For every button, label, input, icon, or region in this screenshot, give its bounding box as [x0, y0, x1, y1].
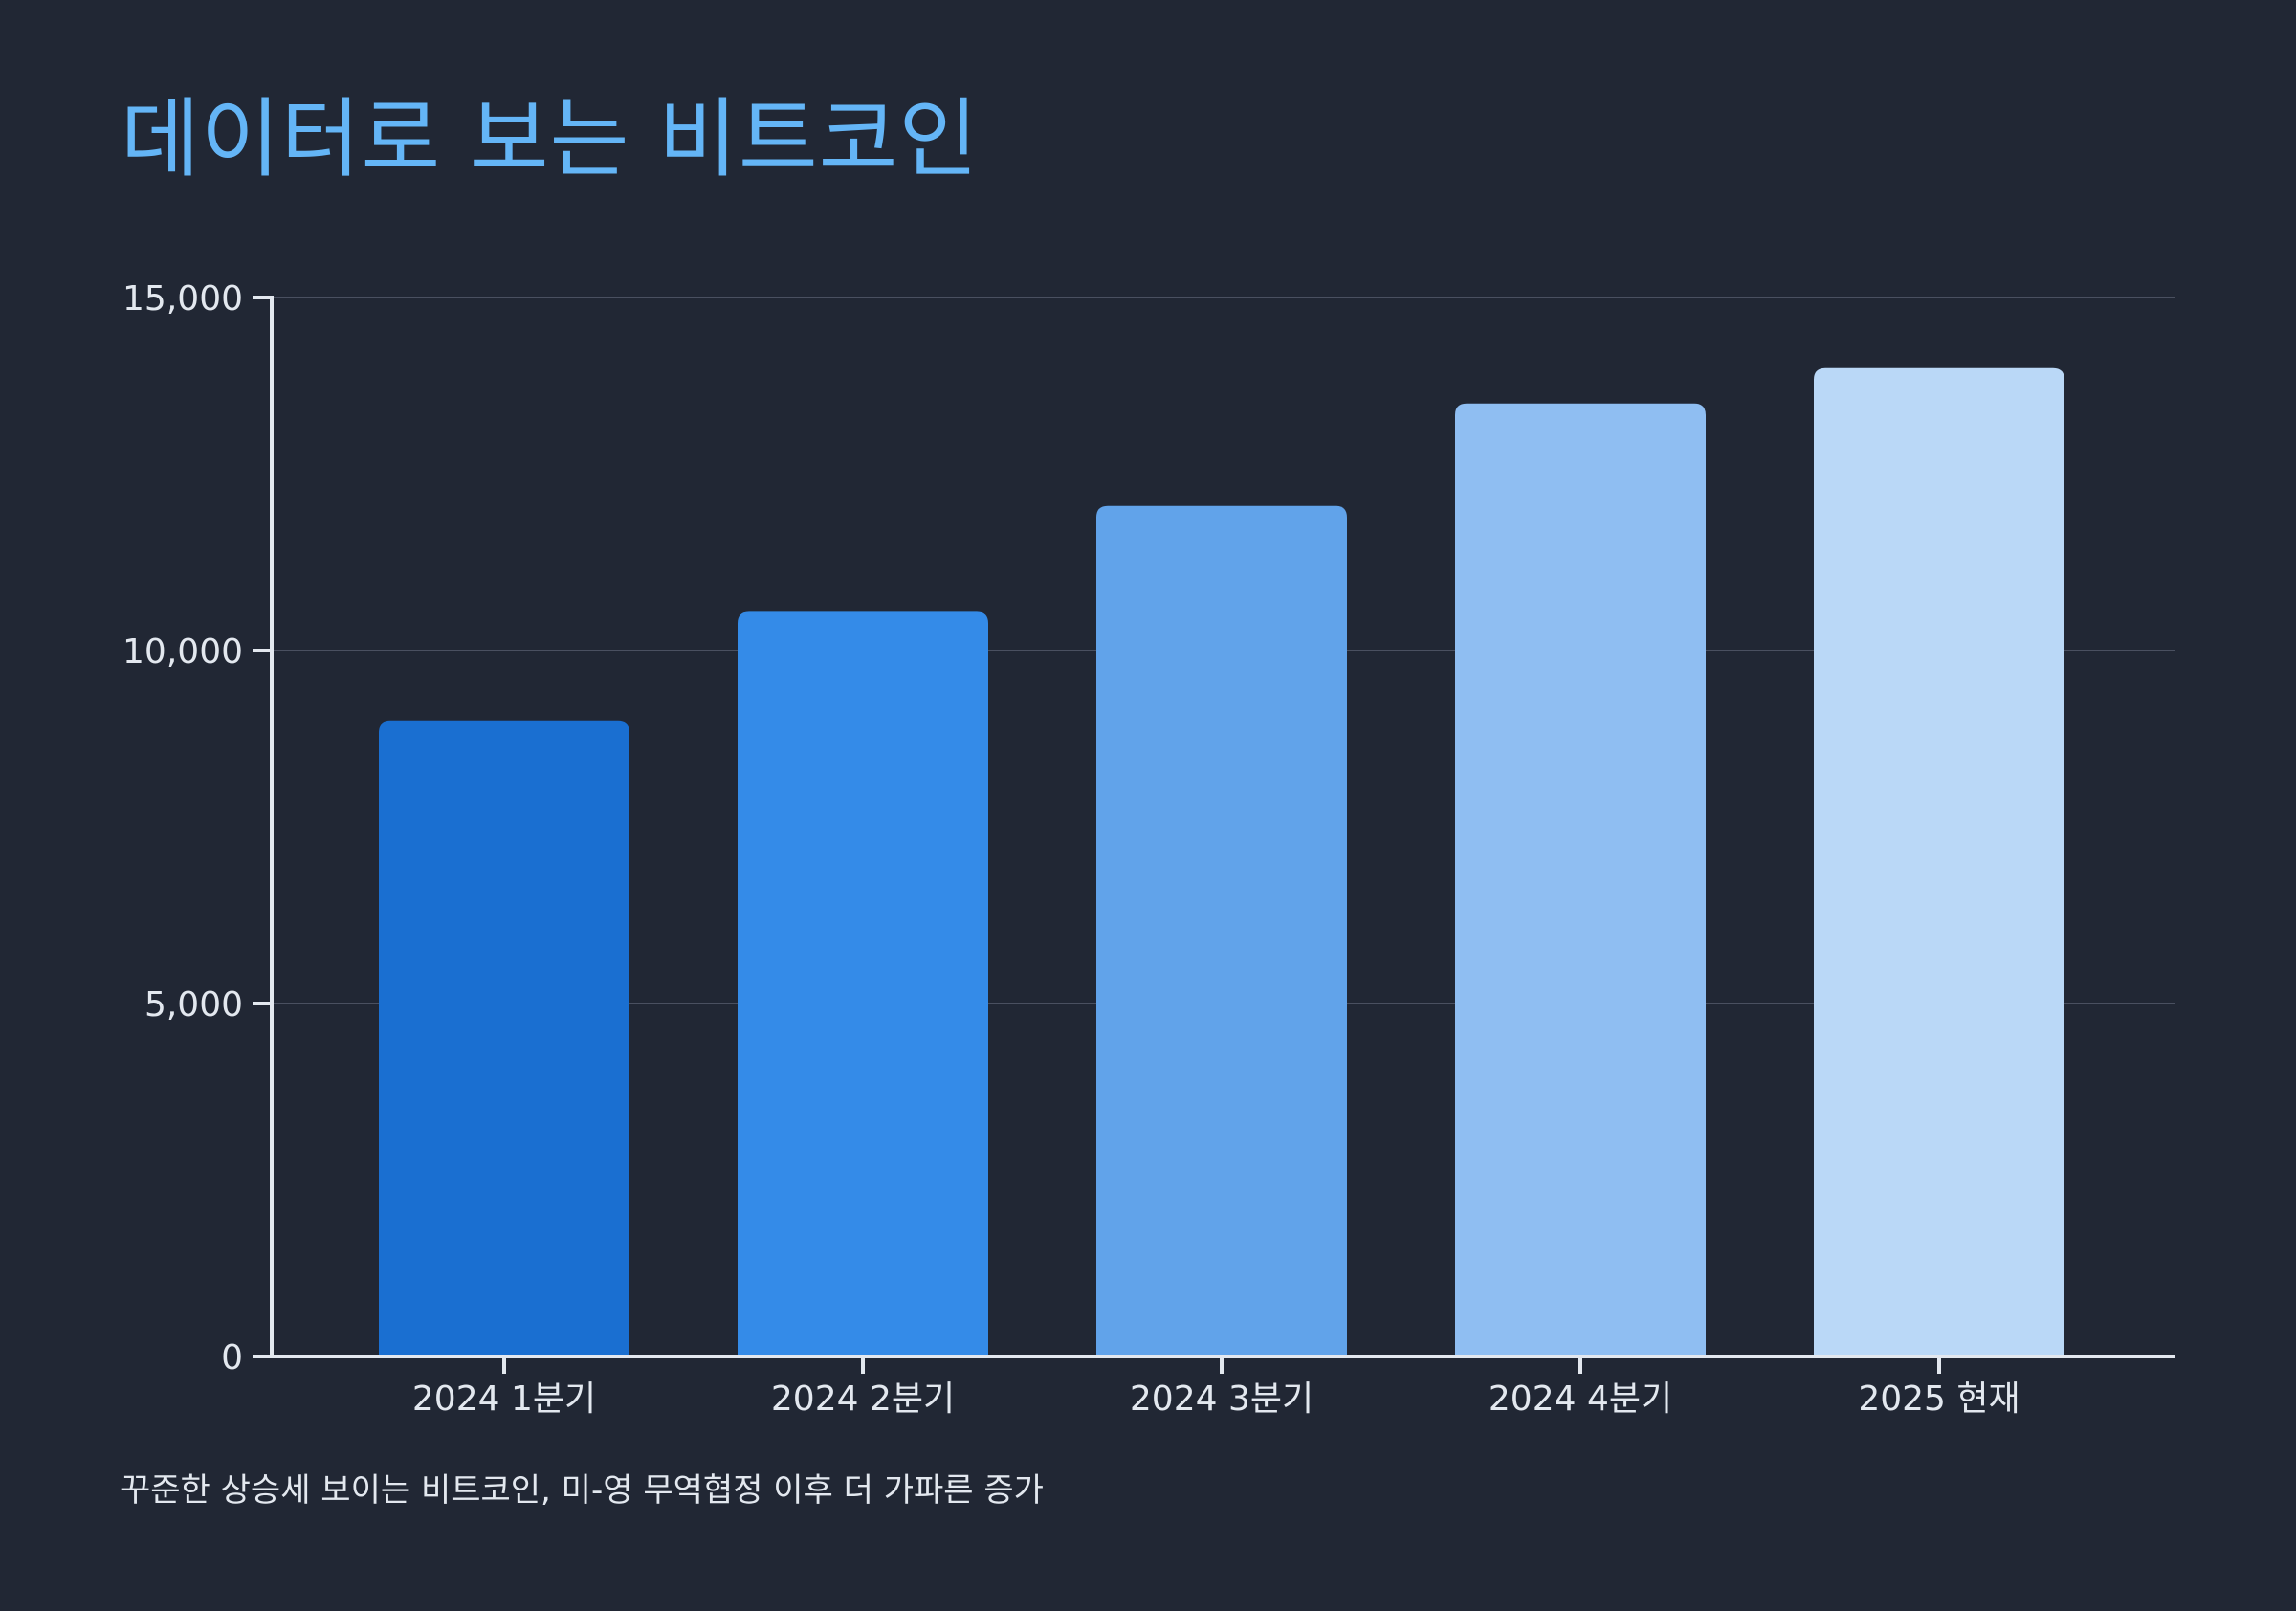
- y-tick-label: 10,000: [122, 632, 243, 672]
- bar: [379, 720, 629, 1357]
- chart-title: 데이터로 보는 비트코인: [121, 89, 980, 189]
- bar: [1455, 403, 1706, 1357]
- x-tick-label: 2024 3분기: [1130, 1379, 1314, 1419]
- x-axis-ticks: 2024 1분기 2024 2분기 2024 3분기 2024 4분기 2025 현재: [412, 1357, 2020, 1419]
- y-tick-label: 0: [221, 1338, 243, 1378]
- bar: [738, 611, 988, 1357]
- x-tick-label: 2024 1분기: [412, 1379, 596, 1419]
- bar: [1814, 367, 2064, 1357]
- bars: [379, 367, 2064, 1357]
- y-tick-label: 15,000: [122, 279, 243, 319]
- y-tick-label: 5,000: [144, 985, 243, 1025]
- bar: [1096, 505, 1347, 1357]
- chart-caption: 꾸준한 상승세 보이는 비트코인, 미-영 무역협정 이후 더 가파른 증가: [121, 1471, 1044, 1510]
- x-tick-label: 2024 4분기: [1489, 1379, 1672, 1419]
- x-tick-label: 2025 현재: [1858, 1379, 2020, 1419]
- x-tick-label: 2024 2분기: [771, 1379, 955, 1419]
- y-axis-ticks: 0 5,000 10,000 15,000: [122, 279, 272, 1378]
